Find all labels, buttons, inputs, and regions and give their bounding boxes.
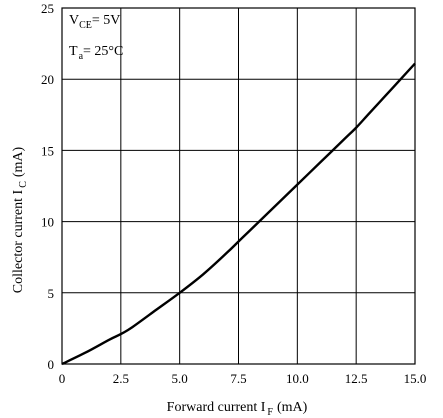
x-tick-label: 10.0 xyxy=(286,371,309,386)
legend: VCE= 5V Ta= 25°C xyxy=(69,13,123,62)
legend-ta: Ta= 25°C xyxy=(69,44,123,62)
y-tick-label: 10 xyxy=(41,215,54,230)
y-axis-label: Collector current IC(mA) xyxy=(11,146,29,293)
y-tick-label: 20 xyxy=(41,72,54,87)
grid xyxy=(62,8,415,364)
y-tick-label: 15 xyxy=(41,143,54,158)
x-axis-label: Forward current I F (mA) xyxy=(167,400,308,418)
y-tick-labels: 0 5 10 15 20 25 xyxy=(41,1,54,372)
y-tick-label: 25 xyxy=(41,1,54,16)
x-tick-label: 5.0 xyxy=(172,371,188,386)
x-tick-label: 2.5 xyxy=(113,371,129,386)
x-tick-label: 7.5 xyxy=(230,371,246,386)
y-tick-label: 5 xyxy=(48,286,55,301)
x-tick-label: 0 xyxy=(59,371,66,386)
x-tick-labels: 0 2.5 5.0 7.5 10.0 12.5 15.0 xyxy=(59,371,427,386)
plot-frame xyxy=(61,7,416,365)
x-tick-label: 15.0 xyxy=(404,371,427,386)
y-tick-label: 0 xyxy=(48,357,55,372)
x-tick-label: 12.5 xyxy=(345,371,368,386)
series-line-ic-vs-if xyxy=(61,62,416,366)
legend-vce: VCE= 5V xyxy=(69,13,120,31)
